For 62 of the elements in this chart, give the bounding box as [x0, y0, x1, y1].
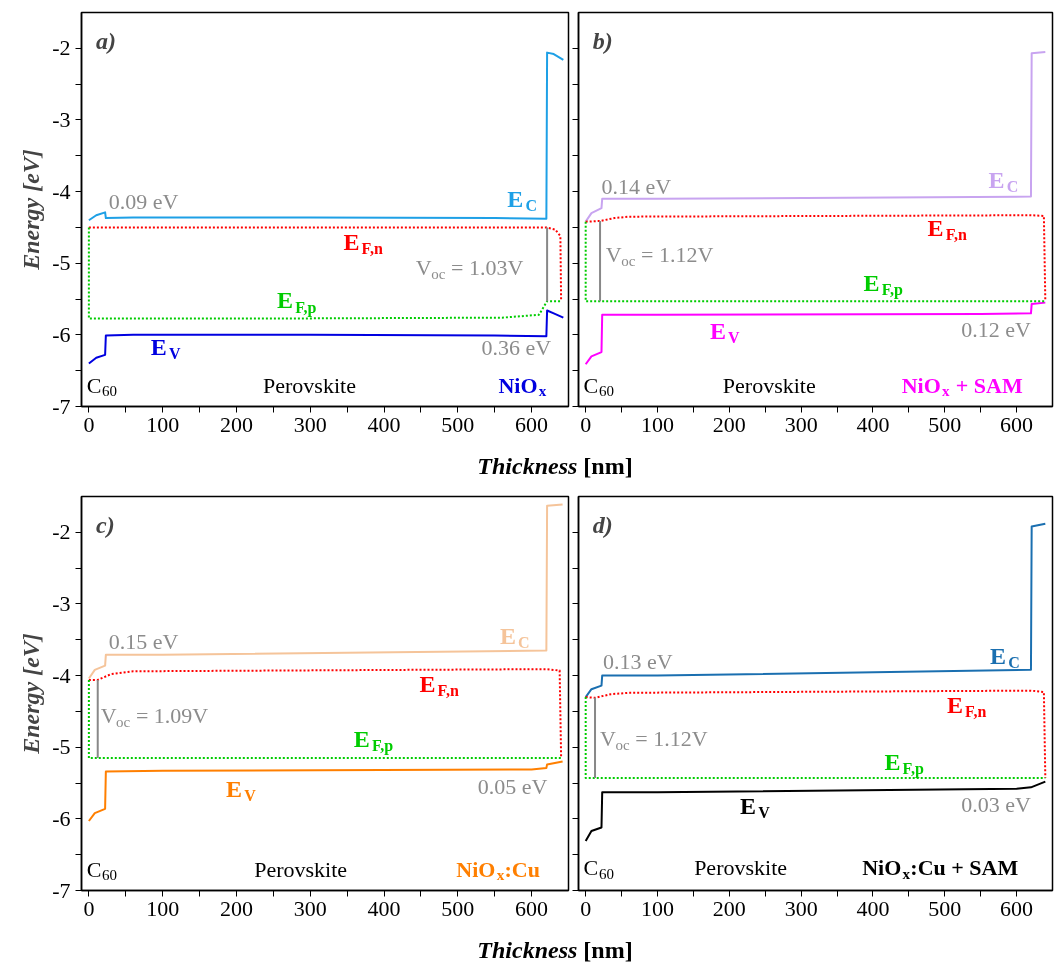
annotation: Perovskite [694, 855, 788, 881]
x-tick-label: 600 [515, 895, 549, 921]
y-tick-label: -3 [52, 590, 71, 616]
x-tick-label: 100 [641, 895, 674, 921]
x-tick-label: 0 [83, 411, 95, 437]
y-tick-label: -5 [52, 734, 71, 760]
x-tick-label: 500 [928, 895, 962, 921]
x-tick-label: 300 [293, 411, 327, 437]
x-tick-label: 0 [580, 411, 592, 437]
annotation: 0.05 eV [477, 774, 548, 800]
annotation: 0.13 eV [602, 649, 673, 675]
x-tick-label: 100 [146, 411, 180, 437]
x-tick-label: 200 [712, 411, 746, 437]
x-tick-label: 200 [712, 895, 746, 921]
y-tick-label: -7 [52, 393, 71, 419]
x-tick-label: 300 [784, 411, 818, 437]
x-tick-label: 400 [367, 895, 401, 921]
y-tick-label: -3 [52, 106, 71, 132]
annotation: 0.15 eV [108, 629, 179, 655]
x-tick-label: 0 [83, 895, 95, 921]
y-axis-title: Energy [eV] [18, 149, 45, 271]
annotation: Perovskite [722, 372, 816, 398]
annotation: 0.09 eV [108, 189, 179, 215]
x-tick-label: 100 [146, 895, 180, 921]
x-axis-title: Thickness [nm] [476, 937, 634, 963]
y-tick-label: -7 [52, 877, 71, 903]
x-tick-label: 500 [928, 411, 962, 437]
x-tick-label: 400 [856, 895, 890, 921]
y-tick-label: -2 [52, 519, 71, 545]
annotation: 0.03 eV [961, 792, 1032, 818]
y-tick-label: -6 [52, 321, 71, 347]
x-tick-label: 300 [784, 895, 818, 921]
text: b) [592, 28, 613, 55]
x-axis-title: Thickness [nm] [476, 453, 634, 479]
x-tick-label: 400 [367, 411, 401, 437]
text: c) [96, 512, 115, 539]
annotation: 0.14 eV [601, 174, 672, 200]
x-tick-label: 600 [1000, 411, 1034, 437]
y-tick-label: -4 [52, 178, 71, 204]
x-tick-label: 200 [219, 895, 253, 921]
y-tick-label: -2 [52, 35, 71, 61]
x-tick-label: 500 [441, 411, 475, 437]
y-axis-title: Energy [eV] [18, 633, 45, 755]
annotation: Perovskite [263, 372, 356, 398]
x-tick-label: 200 [219, 411, 253, 437]
x-tick-label: 300 [293, 895, 327, 921]
annotation: Perovskite [254, 856, 348, 882]
annotation: 0.12 eV [961, 316, 1032, 342]
x-tick-label: 600 [515, 411, 549, 437]
y-tick-label: -6 [52, 805, 71, 831]
y-tick-label: -5 [52, 250, 71, 276]
x-tick-label: 0 [580, 895, 592, 921]
x-tick-label: 600 [1000, 895, 1034, 921]
text: d) [592, 512, 613, 539]
x-tick-label: 500 [441, 895, 475, 921]
annotation: 0.36 eV [481, 334, 552, 360]
line-series [87, 760, 564, 823]
line-series [87, 226, 563, 320]
y-tick-label: -4 [52, 662, 71, 688]
text: a) [96, 28, 117, 55]
x-tick-label: 400 [856, 411, 890, 437]
x-tick-label: 100 [641, 411, 674, 437]
